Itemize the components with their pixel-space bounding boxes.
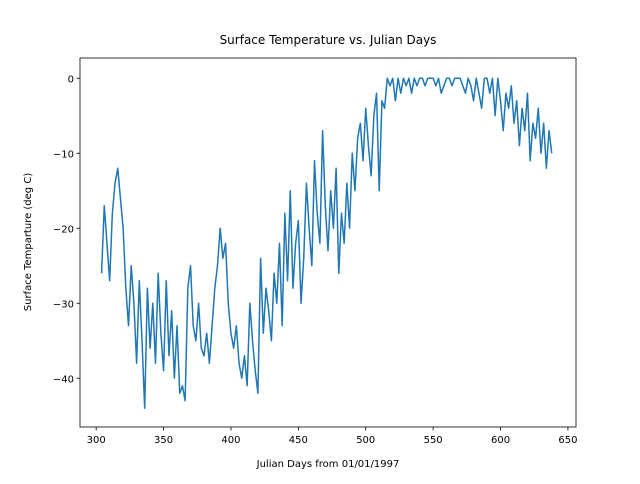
x-tick-label: 550 [424, 435, 443, 446]
y-axis-label: Surface Temparture (deg C) [23, 173, 34, 312]
chart-title: Surface Temperature vs. Julian Days [220, 33, 437, 47]
plot-frame [79, 57, 577, 428]
y-tick-label: −40 [53, 374, 74, 385]
line-series [100, 77, 553, 409]
x-tick-label: 450 [289, 435, 308, 446]
x-tick-label: 500 [356, 435, 375, 446]
x-tick-label: 350 [154, 435, 173, 446]
x-tick-label: 400 [221, 435, 240, 446]
y-tick-label: −20 [53, 224, 74, 235]
x-tick-label: 650 [558, 435, 577, 446]
y-tick-label: 0 [68, 74, 74, 85]
x-axis-label: Julian Days from 01/01/1997 [256, 459, 400, 470]
x-tick-label: 600 [491, 435, 510, 446]
y-tick-label: −10 [53, 149, 74, 160]
y-tick-label: −30 [53, 299, 74, 310]
x-tick-label: 300 [87, 435, 106, 446]
